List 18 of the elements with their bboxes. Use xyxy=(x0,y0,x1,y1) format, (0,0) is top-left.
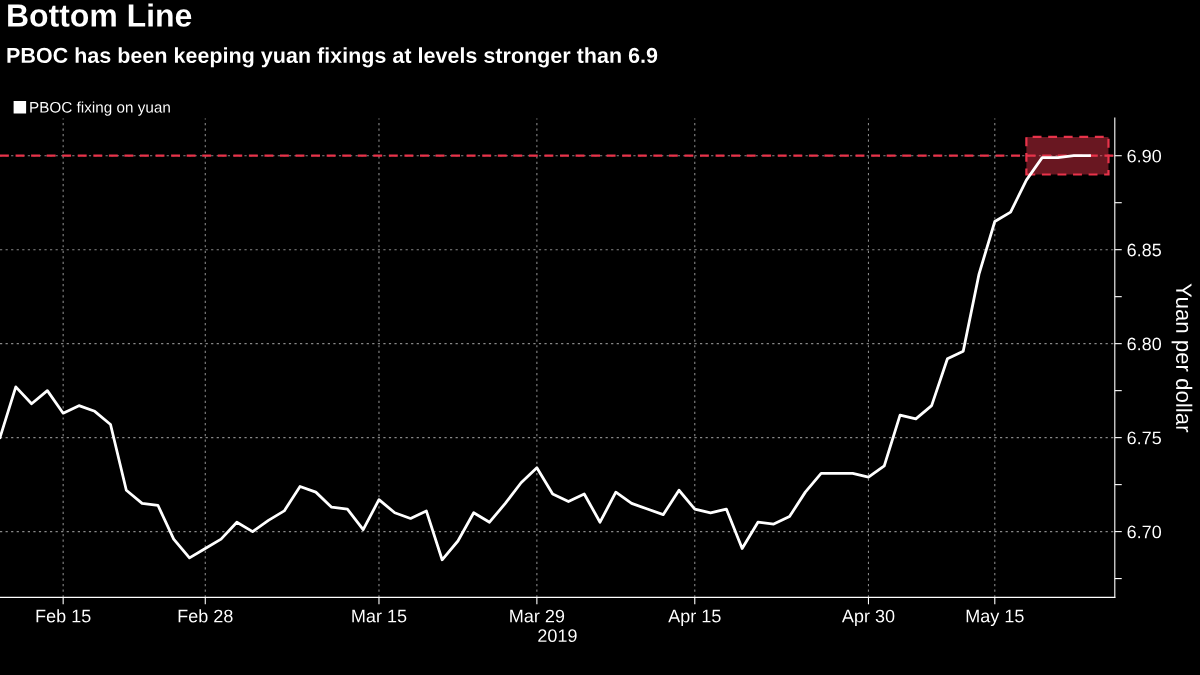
y-tick-label: 6.85 xyxy=(1127,243,1161,257)
x-tick-label: Feb 15 xyxy=(36,609,91,623)
x-tick-label: Apr 15 xyxy=(668,609,721,627)
chart-subtitle: PBOC has been keeping yuan fixings at levels stronger than 6.9 xyxy=(7,47,658,68)
y-tick-label: 6.75 xyxy=(1127,431,1161,445)
legend-label: PBOC fixing on yuan xyxy=(30,101,170,116)
y-tick-label: 6.70 xyxy=(1127,525,1162,539)
x-tick-label: May 15 xyxy=(966,609,1024,627)
y-axis-title: Yuan per dollar xyxy=(1171,283,1193,433)
y-tick-label: 6.80 xyxy=(1127,337,1162,351)
x-tick-label: Feb 28 xyxy=(178,609,233,623)
x-axis-title: 2019 xyxy=(538,629,577,643)
y-tick-label: 6.90 xyxy=(1127,149,1162,163)
line-series xyxy=(0,154,1091,562)
x-tick-label: Mar 29 xyxy=(510,609,565,623)
x-tick-label: Mar 15 xyxy=(352,609,407,623)
chart-title: Bottom Line xyxy=(8,3,192,27)
x-tick-label: Apr 30 xyxy=(841,609,895,627)
